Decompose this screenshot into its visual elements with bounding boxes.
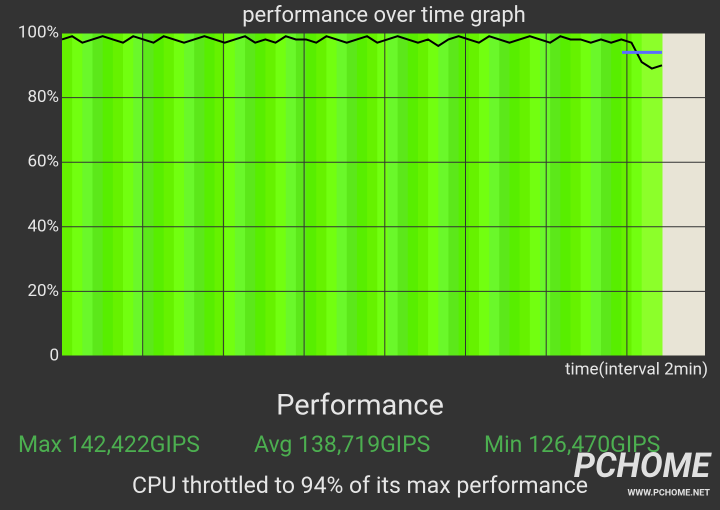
sample-column — [163, 33, 175, 356]
sample-column — [133, 33, 144, 356]
sample-column — [123, 33, 134, 356]
sample-column — [448, 33, 460, 356]
sample-column — [590, 33, 602, 356]
sample-column — [570, 33, 582, 356]
sample-column — [377, 33, 388, 356]
sample-column — [367, 33, 378, 356]
sample-column — [285, 33, 297, 356]
sample-column — [255, 33, 266, 356]
panel-heading: Performance — [276, 389, 444, 423]
chart-title: performance over time graph — [242, 3, 526, 28]
sample-column — [539, 33, 551, 356]
sample-column — [275, 33, 287, 356]
sample-column — [92, 33, 104, 356]
sample-column — [397, 33, 409, 356]
y-tick-label: 20% — [27, 281, 59, 301]
sample-column — [326, 33, 338, 356]
sample-column — [153, 33, 165, 356]
sample-column — [245, 33, 256, 356]
sample-column — [204, 33, 216, 356]
sample-column — [306, 33, 317, 356]
sample-column — [499, 33, 510, 356]
sample-column — [102, 33, 114, 356]
sample-column — [529, 33, 541, 356]
sample-column — [641, 33, 653, 356]
watermark-brand: PCHOME — [574, 446, 713, 486]
sample-column — [611, 33, 622, 356]
x-axis-label: time(interval 2min) — [565, 359, 708, 379]
sample-column — [234, 33, 246, 356]
y-tick-label: 40% — [27, 216, 59, 236]
sample-column — [295, 33, 307, 356]
sample-column — [265, 33, 277, 356]
throttle-note: CPU throttled to 94% of its max performa… — [132, 472, 588, 499]
sample-column — [600, 33, 612, 356]
sample-column — [407, 33, 419, 356]
sample-column — [651, 33, 663, 356]
sample-column — [346, 33, 358, 356]
sample-column — [468, 33, 480, 356]
sample-column — [387, 33, 399, 356]
sample-column — [489, 33, 500, 356]
stat-max: Max 142,422GIPS — [18, 431, 200, 458]
sample-column — [72, 33, 83, 356]
sample-column — [560, 33, 571, 356]
y-tick-label: 100% — [18, 22, 59, 42]
y-tick-label: 0 — [49, 345, 59, 365]
y-tick-label: 60% — [27, 152, 59, 172]
sample-column — [184, 33, 195, 356]
sample-column — [112, 33, 124, 356]
y-tick-label: 80% — [27, 87, 59, 107]
sample-column — [143, 33, 155, 356]
sample-column — [438, 33, 449, 356]
stat-min: Min 126,470GIPS — [484, 431, 660, 458]
sample-column — [336, 33, 348, 356]
sample-column — [550, 33, 561, 356]
performance-line — [61, 35, 663, 70]
sample-column — [519, 33, 531, 356]
sample-column — [82, 33, 94, 356]
sample-column — [417, 33, 429, 356]
sample-column — [356, 33, 368, 356]
sample-column — [62, 33, 73, 356]
sample-column — [214, 33, 226, 356]
sample-column — [509, 33, 521, 356]
sample-column — [458, 33, 470, 356]
watermark-url: WWW.PCHOME.NET — [627, 488, 710, 498]
sample-column — [631, 33, 643, 356]
sample-column — [580, 33, 592, 356]
sample-column — [224, 33, 236, 356]
stat-avg: Avg 138,719GIPS — [254, 431, 430, 458]
sample-column — [194, 33, 205, 356]
sample-column — [316, 33, 327, 356]
sample-column — [173, 33, 185, 356]
sample-column — [478, 33, 490, 356]
sample-column — [428, 33, 439, 356]
